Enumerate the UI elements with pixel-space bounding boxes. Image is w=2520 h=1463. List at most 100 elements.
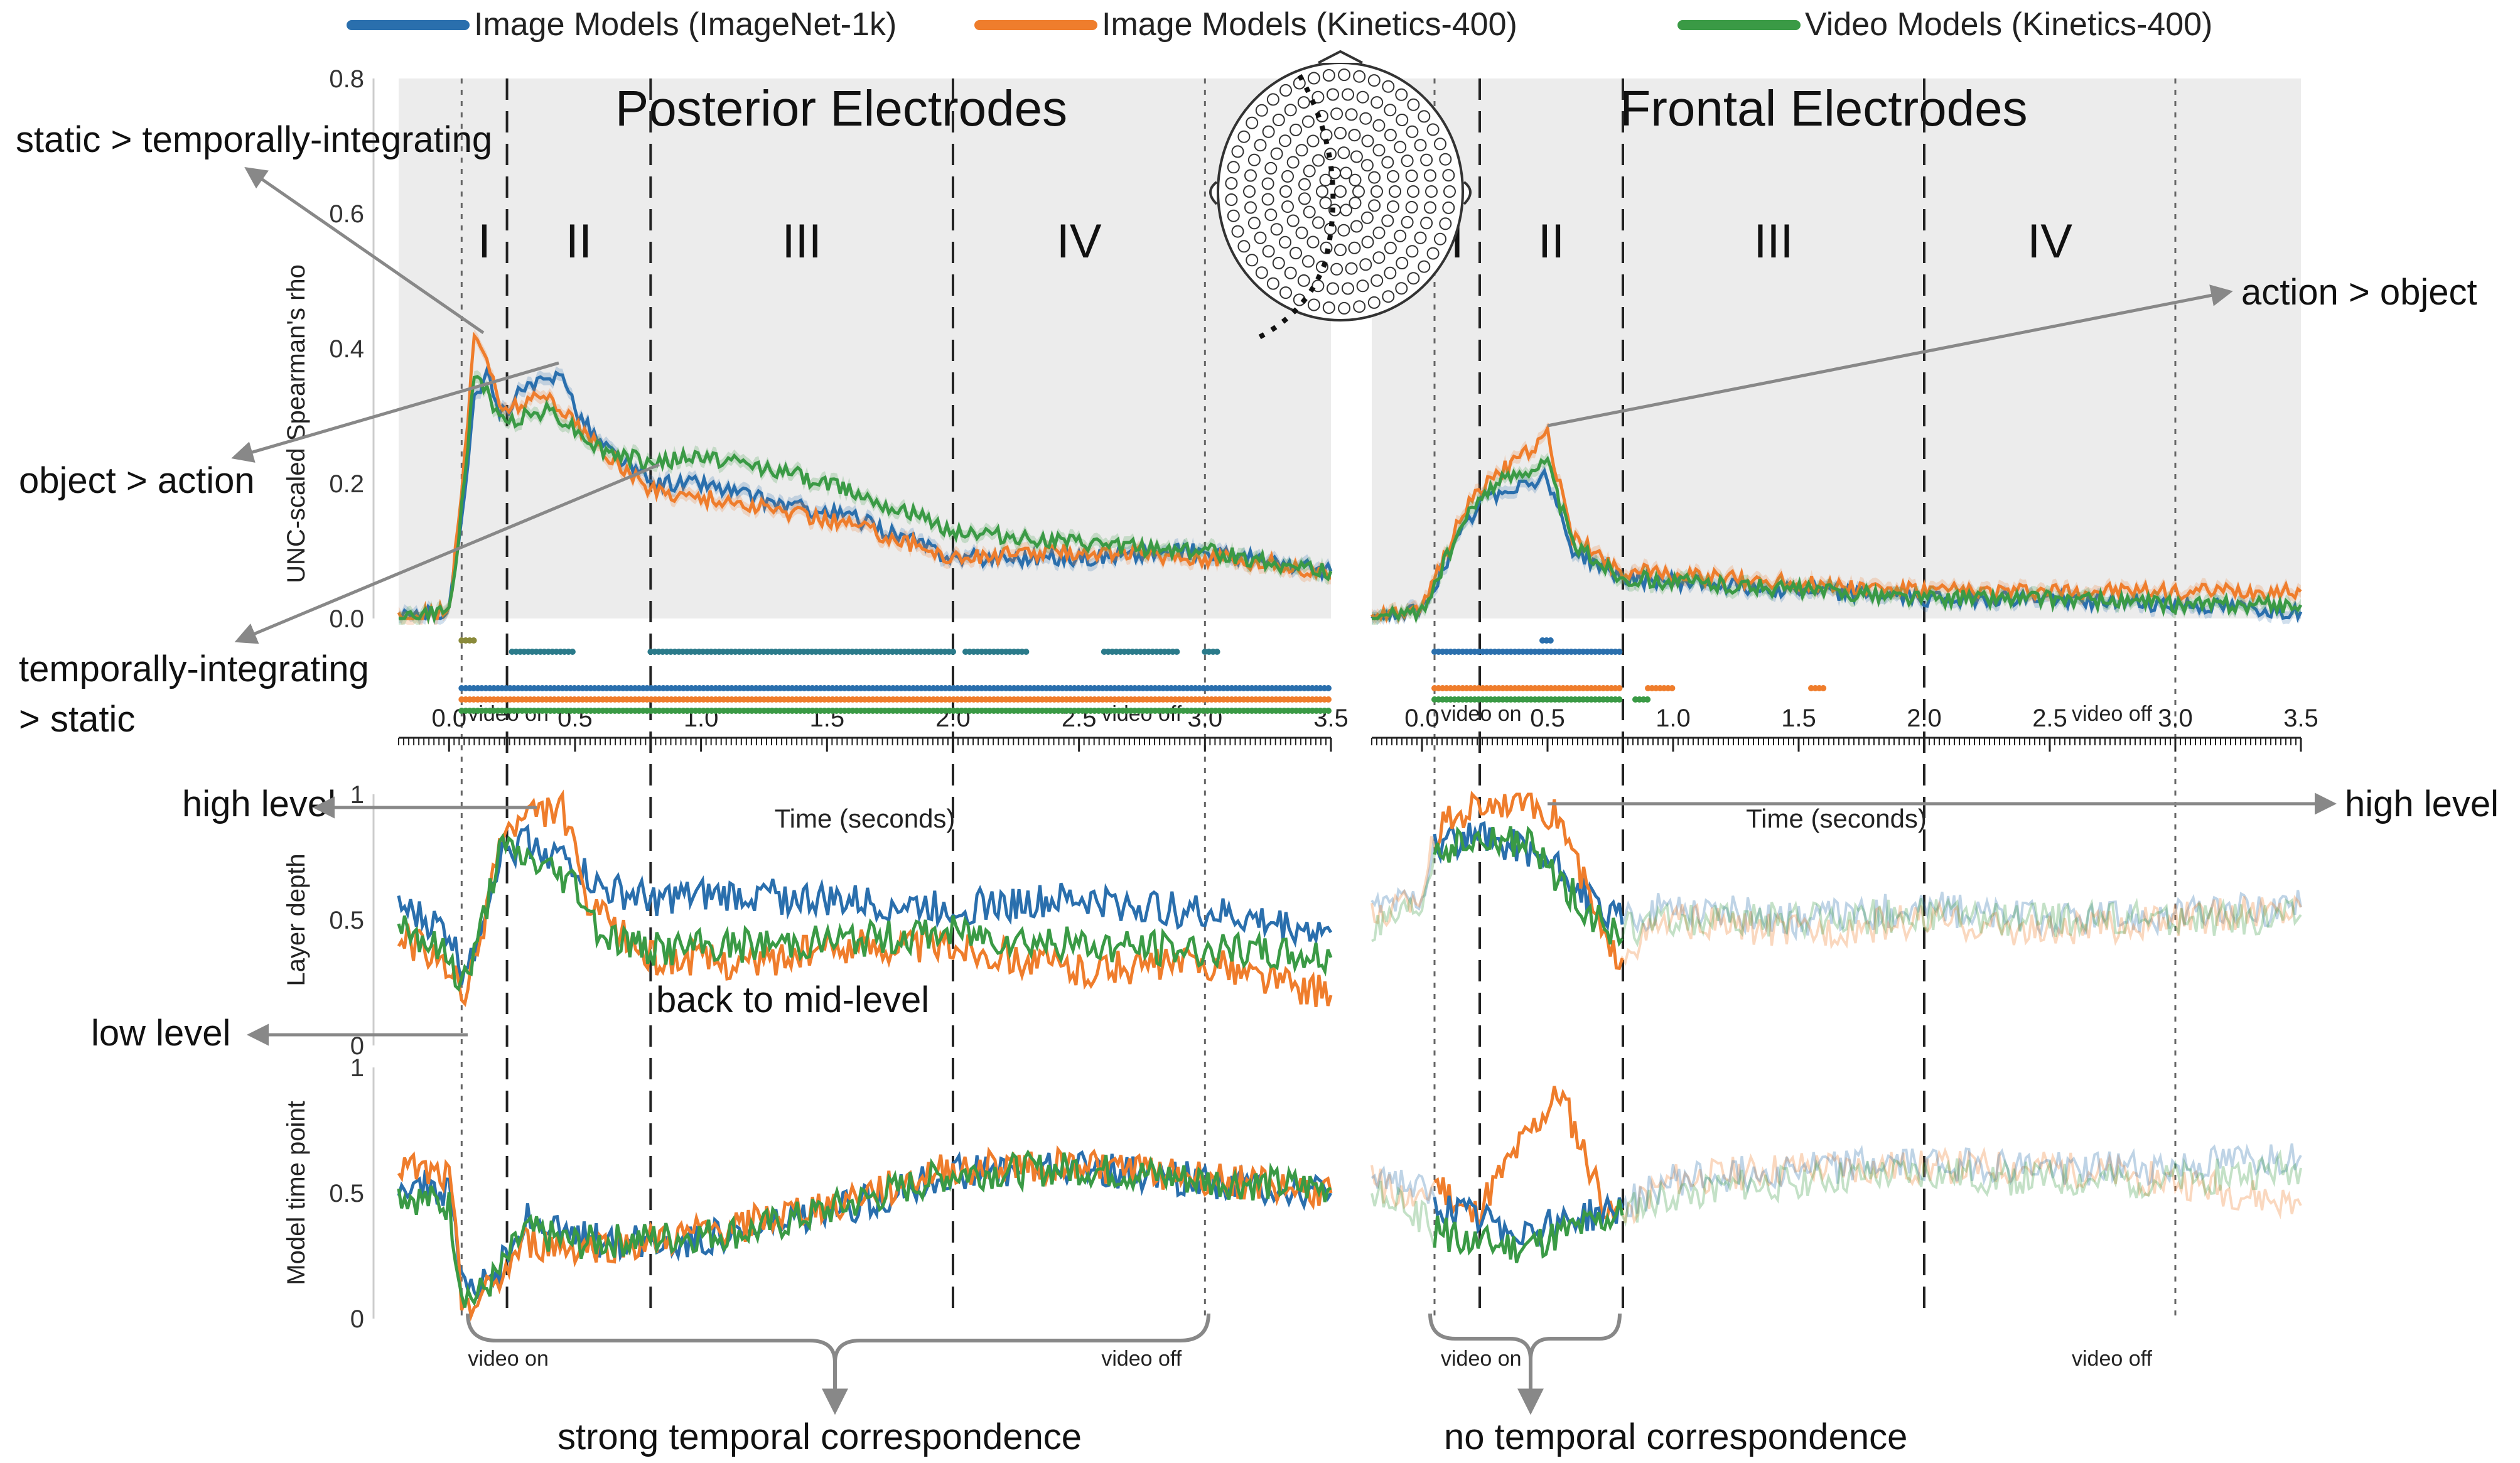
y-tick-label: 0 <box>350 1032 364 1060</box>
significance-marker <box>1616 685 1623 691</box>
video-off-label: video off <box>2072 1347 2152 1371</box>
electrode <box>1349 173 1362 186</box>
electrode <box>1266 93 1279 106</box>
electrode <box>1384 241 1397 254</box>
electrode <box>1255 104 1268 117</box>
electrode <box>1261 177 1274 190</box>
noise-ceiling-band <box>1372 78 2301 618</box>
electrode <box>1340 203 1352 217</box>
electrode <box>1345 262 1358 275</box>
significance-marker <box>1820 685 1827 691</box>
electrode <box>1319 197 1332 210</box>
y-axis-label: UNC-scaled Spearman's rho <box>283 264 310 583</box>
x-tick-label: 3.5 <box>2283 705 2318 732</box>
electrode <box>1246 254 1259 267</box>
electrode <box>1266 277 1279 290</box>
electrode <box>1322 69 1335 82</box>
electrode <box>1387 200 1399 213</box>
significance-marker <box>1023 649 1030 655</box>
electrode <box>1337 224 1350 237</box>
electrode <box>1352 185 1365 198</box>
electrode <box>1243 185 1256 198</box>
brace-strong <box>466 1313 1210 1363</box>
electrode <box>1337 146 1350 159</box>
electrode <box>1330 262 1343 276</box>
electrode <box>1424 201 1436 214</box>
electrode <box>1434 232 1446 246</box>
head-electrodes <box>1225 68 1456 315</box>
legend-label-imagenet: Image Models (ImageNet-1k) <box>474 6 897 43</box>
electrode <box>1396 114 1409 126</box>
electrode <box>1340 166 1352 180</box>
arrow-temporal <box>234 463 660 644</box>
electrode <box>1262 125 1275 138</box>
electrode <box>1350 150 1363 163</box>
electrode <box>1370 274 1384 287</box>
phase-label: IV <box>1057 215 1102 268</box>
electrode <box>1237 240 1251 253</box>
electrode <box>1370 185 1383 198</box>
electrode <box>1348 241 1361 254</box>
video-off-label: video off <box>1101 1347 1182 1371</box>
significance-marker <box>1616 649 1623 655</box>
electrode <box>1359 258 1372 271</box>
series-line <box>1433 821 1624 932</box>
electrode <box>1420 153 1433 166</box>
series-line <box>397 331 1331 625</box>
electrode <box>1367 74 1381 87</box>
electrode <box>1237 130 1251 143</box>
series-line <box>1434 791 1624 971</box>
arrow-action <box>1547 284 2233 428</box>
electrode <box>1401 215 1414 229</box>
electrode <box>1425 185 1438 198</box>
electrode <box>1254 139 1267 152</box>
x-tick-label: 1.0 <box>1656 705 1691 732</box>
panel-title: Posterior Electrodes <box>615 80 1067 136</box>
electrode <box>1396 257 1409 269</box>
electrode <box>1244 169 1257 182</box>
electrode <box>1290 123 1302 136</box>
electrode <box>1367 296 1381 309</box>
electrode <box>1368 199 1381 212</box>
significance-marker <box>1325 685 1332 691</box>
electrode <box>1384 104 1397 117</box>
x-tick-label: 0.0 <box>1404 705 1440 732</box>
x-tick-label: 2.0 <box>1907 705 1942 732</box>
electrode <box>1247 153 1261 166</box>
electrode-head-map <box>1209 50 1472 342</box>
electrode <box>1279 286 1292 300</box>
electrode <box>1372 251 1386 264</box>
y-tick-label: 0.8 <box>329 65 364 93</box>
series-line <box>1433 1086 1624 1230</box>
electrode <box>1297 96 1310 109</box>
electrode <box>1382 290 1395 303</box>
electrode <box>1345 108 1358 121</box>
electrode <box>1372 119 1386 132</box>
electrode <box>1284 104 1297 117</box>
electrode <box>1327 282 1339 295</box>
electrode <box>1353 300 1366 313</box>
series-line <box>1372 455 2303 624</box>
electrode <box>1303 205 1316 219</box>
x-axis-label: Time (seconds) <box>775 804 956 833</box>
significance-marker <box>1547 637 1554 644</box>
phase-label: III <box>1753 215 1793 268</box>
electrode <box>1426 247 1440 260</box>
electrode <box>1360 211 1374 224</box>
electrode <box>1338 301 1351 315</box>
electrode <box>1361 134 1374 148</box>
electrode <box>1424 169 1436 182</box>
y-tick-label: 0.6 <box>329 200 364 228</box>
electrode <box>1350 220 1363 233</box>
electrode <box>1334 127 1347 139</box>
annotation-back-to-mid: back to mid-level <box>656 980 929 1020</box>
electrode <box>1270 147 1283 160</box>
x-tick-label: 1.5 <box>1781 705 1816 732</box>
electrode <box>1439 217 1452 230</box>
electrode <box>1255 266 1268 279</box>
electrode <box>1414 231 1427 244</box>
electrode <box>1342 282 1354 295</box>
x-axis-label: Time (seconds) <box>1746 804 1927 833</box>
electrode <box>1227 209 1240 222</box>
significance-marker <box>950 649 956 655</box>
